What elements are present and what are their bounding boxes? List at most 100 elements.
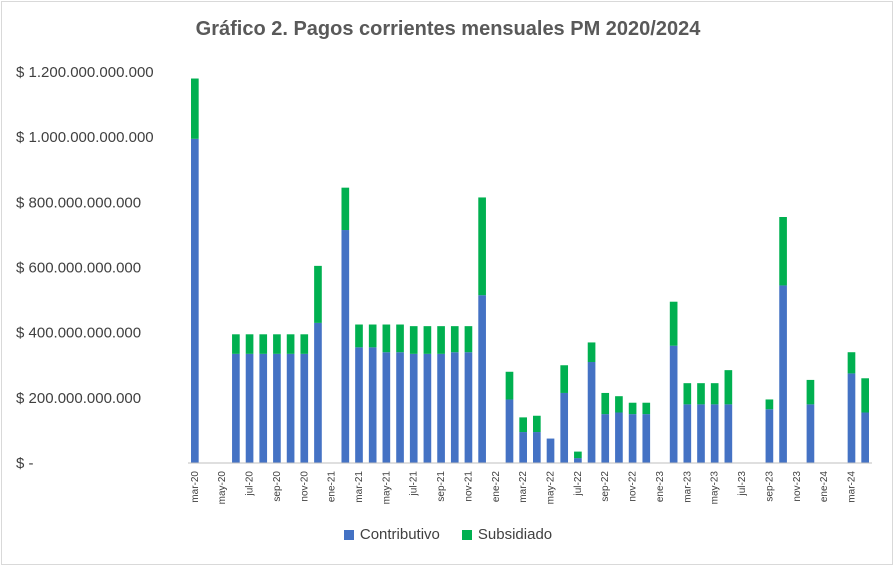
bar-subsidiado-nov-21 [464,326,473,353]
bar-contributivo-mar-20 [191,138,199,464]
bar-subsidiado-dic-22 [642,402,651,415]
bar-subsidiado-nov-20 [300,334,309,354]
bar-subsidiado-nov-22 [628,402,637,415]
bar-contributivo-may-21 [382,352,391,463]
bar-subsidiado-ago-20 [259,334,268,354]
bar-subsidiado-jul-20 [245,334,254,354]
bar-subsidiado-feb-22 [505,371,514,400]
bar-contributivo-dic-23 [806,404,815,463]
bar-contributivo-nov-21 [464,352,473,463]
x-tick-label: ene-24 [819,471,830,503]
bar-contributivo-mar-24 [847,373,856,463]
bar-contributivo-feb-22 [505,399,514,463]
bar-contributivo-jun-20 [232,353,240,463]
bar-contributivo-dic-20 [314,322,322,463]
bar-contributivo-sep-20 [273,353,281,463]
x-tick-label: ene-23 [655,471,666,503]
bar-subsidiado-mar-20 [191,78,199,139]
bar-subsidiado-jun-22 [560,365,569,393]
x-tick-label: mar-24 [846,471,857,503]
bar-contributivo-oct-23 [779,285,787,463]
x-tick-label: ene-21 [327,471,338,503]
x-axis-ticks: mar-20 may-20 jul-20 sep-20 nov-20 ene-21 mar-… [190,471,858,505]
bar-subsidiado-mar-21 [355,324,363,348]
bar-contributivo-abr-21 [368,347,377,463]
bar-contributivo-dic-21 [478,295,486,463]
bar-subsidiado-abr-24 [861,378,869,413]
bar-subsidiado-dic-21 [478,197,486,296]
legend-label-subsidiado: Subsidiado [477,526,553,543]
legend-item-subsidiado: Subsidiado [461,526,553,543]
legend: Contributivo Subsidiado [0,526,896,543]
bar-contributivo-mar-21 [355,347,363,463]
bar-contributivo-ago-20 [259,353,268,463]
bar-subsidiado-ago-22 [587,342,596,362]
x-tick-label: jul-20 [245,471,256,497]
bar-contributivo-abr-22 [533,432,541,463]
y-tick-label: $ 600.000.000.000 [16,260,141,277]
bar-subsidiado-abr-22 [533,415,541,433]
x-tick-label: sep-22 [600,471,611,502]
x-tick-label: mar-23 [682,471,693,503]
x-tick-label: nov-23 [792,471,803,502]
x-tick-label: may-22 [546,471,557,505]
bar-subsidiado-sep-23 [765,399,774,410]
bar-subsidiado-mar-23 [683,383,692,405]
bar-subsidiado-dic-23 [806,379,815,405]
bar-subsidiado-may-23 [710,383,719,405]
bar-subsidiado-sep-21 [437,326,445,354]
x-tick-label: may-20 [217,471,228,505]
y-tick-label: $ 1.200.000.000.000 [16,64,154,81]
x-tick-label: mar-21 [354,471,365,503]
bar-contributivo-oct-22 [615,412,623,463]
bar-subsidiado-abr-21 [368,324,377,348]
x-tick-label: mar-20 [190,471,201,503]
bar-contributivo-feb-23 [669,345,678,463]
bar-subsidiado-oct-22 [615,396,623,413]
bar-contributivo-jun-22 [560,392,569,463]
y-tick-label: $ 400.000.000.000 [16,325,141,342]
bar-subsidiado-feb-21 [341,187,350,231]
bar-subsidiado-mar-22 [519,417,527,433]
bar-contributivo-jun-21 [396,352,404,463]
bar-contributivo-mar-22 [519,432,527,463]
x-tick-label: sep-23 [764,471,775,502]
x-tick-label: jul-22 [573,471,584,497]
bar-subsidiado-jun-21 [396,324,404,353]
x-tick-label: sep-20 [272,471,283,502]
bar-contributivo-ago-21 [423,353,432,463]
legend-swatch-subsidiado [461,529,472,540]
bar-subsidiado-may-21 [382,324,391,353]
bar-contributivo-sep-23 [765,409,774,463]
x-tick-label: jul-21 [409,471,420,497]
bar-subsidiado-jun-20 [232,334,240,354]
bar-contributivo-nov-20 [300,353,309,463]
bar-contributivo-dic-22 [642,414,651,464]
y-tick-label: $ - [16,455,34,472]
bar-subsidiado-dic-20 [314,265,322,323]
bars [191,78,869,464]
bar-contributivo-jul-20 [245,353,254,463]
x-tick-label: mar-22 [518,471,529,503]
bar-contributivo-sep-22 [601,414,610,464]
legend-swatch-contributivo [343,529,354,540]
bar-subsidiado-jun-23 [724,370,733,405]
y-axis-ticks: $ - $ 200.000.000.000 $ 400.000.000.000 $ 6… [16,64,154,472]
bar-contributivo-sep-21 [437,353,445,463]
bar-subsidiado-ago-21 [423,326,432,354]
bar-contributivo-feb-21 [341,230,350,463]
bar-contributivo-may-22 [546,438,555,463]
x-tick-label: may-23 [710,471,721,505]
bar-subsidiado-jul-21 [409,326,418,354]
x-tick-label: may-21 [381,471,392,505]
bar-contributivo-ago-22 [587,361,596,463]
bar-contributivo-oct-21 [450,352,459,463]
bar-contributivo-may-23 [710,404,719,463]
bar-contributivo-oct-20 [286,353,295,463]
chart-title: Gráfico 2. Pagos corrientes mensuales PM… [195,18,701,40]
bar-contributivo-jul-22 [574,458,582,463]
x-tick-label: nov-21 [463,471,474,502]
bar-subsidiado-mar-24 [847,352,856,374]
x-tick-label: nov-22 [628,471,639,502]
